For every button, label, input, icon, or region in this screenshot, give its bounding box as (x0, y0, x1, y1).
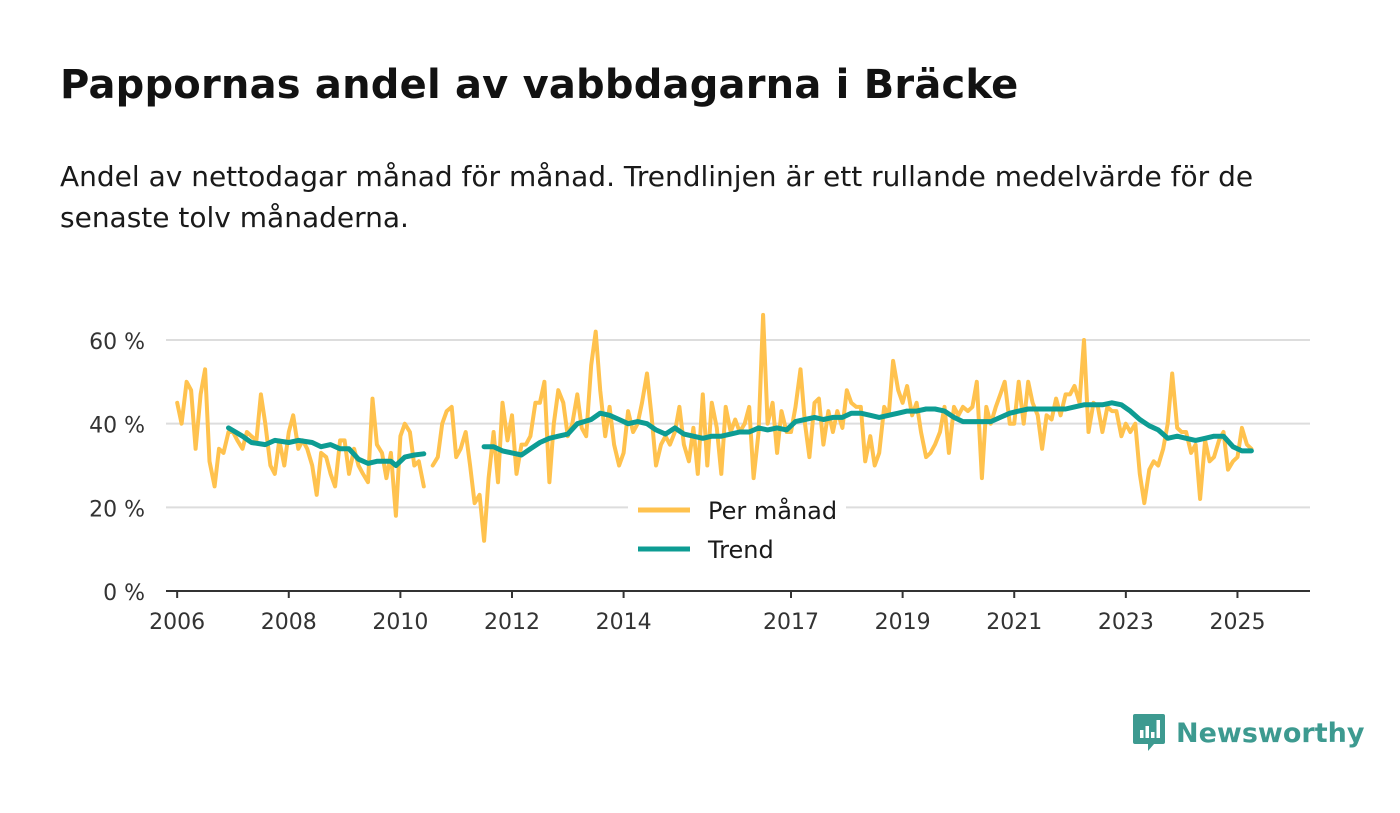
x-tick-label: 2006 (149, 610, 205, 635)
trend-line-segment-0 (226, 425, 427, 468)
chart-subtitle: Andel av nettodagar månad för månad. Tre… (60, 160, 1254, 234)
chart-title: Pappornas andel av vabbdagarna i Bräcke (60, 62, 1019, 108)
series-trend (226, 400, 1254, 468)
x-tick-label: 2021 (986, 610, 1042, 635)
legend-background (628, 490, 846, 568)
brand: Newsworthy (1132, 712, 1364, 754)
y-tick-label: 60 % (89, 330, 145, 355)
x-tick-label: 2010 (372, 610, 428, 635)
x-tick-label: 2012 (484, 610, 540, 635)
legend: Per månad Trend (628, 490, 846, 568)
y-axis: 0 % 20 % 40 % 60 % (89, 330, 145, 606)
series-layer (175, 312, 1254, 543)
x-tick-label: 2014 (596, 610, 652, 635)
x-tick-label: 2017 (763, 610, 819, 635)
legend-label-0: Per månad (708, 496, 837, 525)
x-tick-label: 2025 (1209, 610, 1265, 635)
legend-label-1: Trend (707, 536, 774, 564)
x-tick-label: 2019 (875, 610, 931, 635)
x-tick-label: 2008 (261, 610, 317, 635)
newsworthy-logo-icon (1133, 714, 1165, 751)
x-tick-label: 2023 (1098, 610, 1154, 635)
y-tick-label: 40 % (89, 414, 145, 439)
trend-line-segment-1 (481, 400, 1254, 458)
y-tick-label: 20 % (89, 497, 145, 522)
brand-name: Newsworthy (1176, 717, 1365, 749)
monthly-line-segment-0 (175, 367, 426, 518)
x-axis: 2006 2008 2010 2012 2014 2017 2019 2021 2023 2025 (149, 590, 1310, 635)
y-tick-label: 0 % (103, 581, 145, 606)
